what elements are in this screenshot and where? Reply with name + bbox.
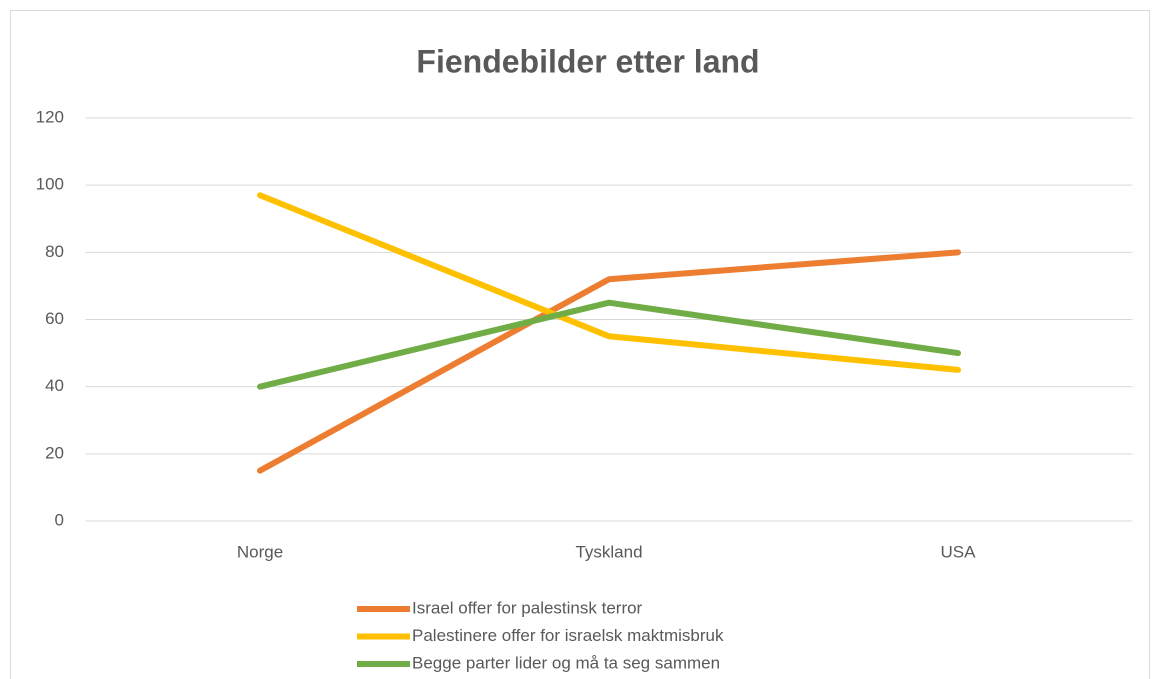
legend-label: Begge parter lider og må ta seg sammen (412, 653, 720, 672)
y-tick-label: 80 (45, 242, 64, 261)
y-tick-label: 20 (45, 443, 64, 462)
series-line (257, 192, 961, 373)
y-tick-label: 120 (36, 107, 64, 126)
chart-title: Fiendebilder etter land (416, 43, 759, 79)
series-line (257, 249, 961, 474)
y-tick-label: 40 (45, 376, 64, 395)
y-tick-label: 60 (45, 309, 64, 328)
y-tick-label: 100 (36, 175, 64, 194)
chart-border (10, 10, 1150, 679)
x-tick-label: USA (941, 542, 977, 561)
series-line (257, 299, 961, 390)
legend-label: Israel offer for palestinsk terror (412, 598, 643, 617)
legend-label: Palestinere offer for israelsk maktmisbr… (412, 626, 724, 645)
x-tick-label: Tyskland (575, 542, 642, 561)
x-tick-label: Norge (237, 542, 283, 561)
y-tick-label: 0 (55, 510, 64, 529)
